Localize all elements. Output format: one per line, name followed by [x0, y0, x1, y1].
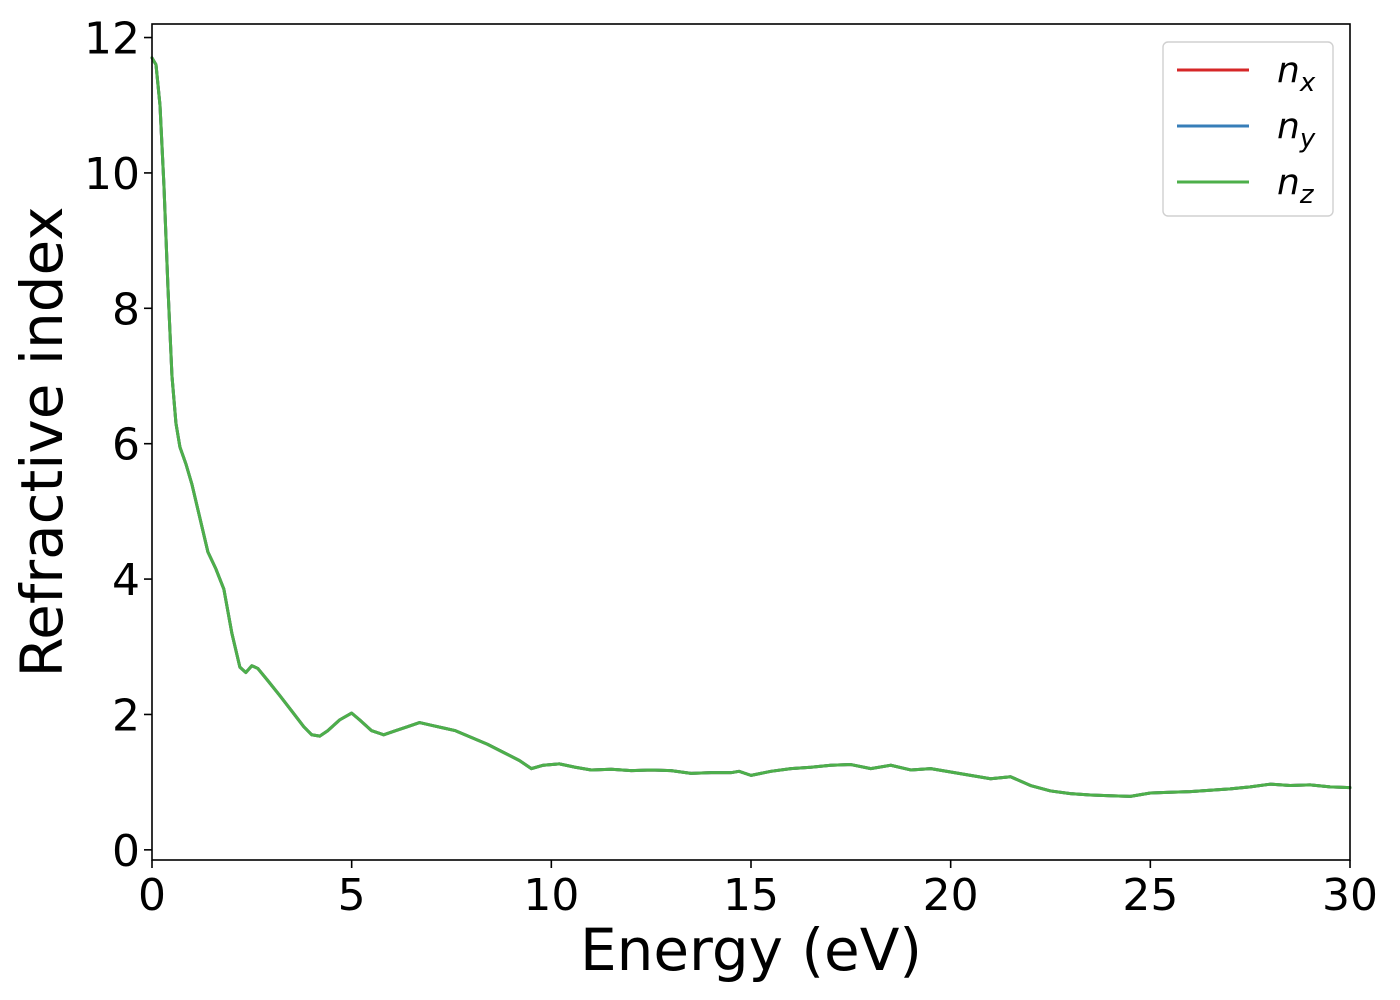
x-tick-label: 20 — [923, 870, 979, 921]
x-tick-label: 0 — [138, 870, 166, 921]
legend-label-ny: ny — [1277, 106, 1316, 154]
x-tick-label: 25 — [1122, 870, 1178, 921]
series-line-nz — [150, 56, 1352, 798]
y-tick-label: 4 — [112, 555, 140, 606]
y-tick-label: 6 — [112, 420, 140, 471]
x-tick-label: 15 — [723, 870, 779, 921]
x-axis-label: Energy (eV) — [580, 916, 922, 984]
y-tick-label: 2 — [112, 690, 140, 741]
y-tick-label: 0 — [112, 826, 140, 877]
x-tick-label: 5 — [338, 870, 366, 921]
y-axis: 0 2 4 6 8 10 12 — [84, 14, 152, 877]
y-axis-label: Refractive index — [8, 206, 76, 677]
y-tick-label: 12 — [84, 14, 140, 65]
x-tick-label: 30 — [1322, 870, 1378, 921]
legend-box — [1162, 41, 1334, 217]
x-tick-label: 10 — [523, 870, 579, 921]
x-axis: 0 5 10 15 20 25 30 — [138, 860, 1378, 921]
y-tick-label: 10 — [84, 149, 140, 200]
legend-label-nx: nx — [1277, 50, 1316, 98]
y-tick-label: 8 — [112, 284, 140, 335]
legend-label-nz: nz — [1277, 162, 1315, 210]
legend: nx ny nz — [1162, 41, 1334, 217]
series-layer — [150, 56, 1352, 798]
